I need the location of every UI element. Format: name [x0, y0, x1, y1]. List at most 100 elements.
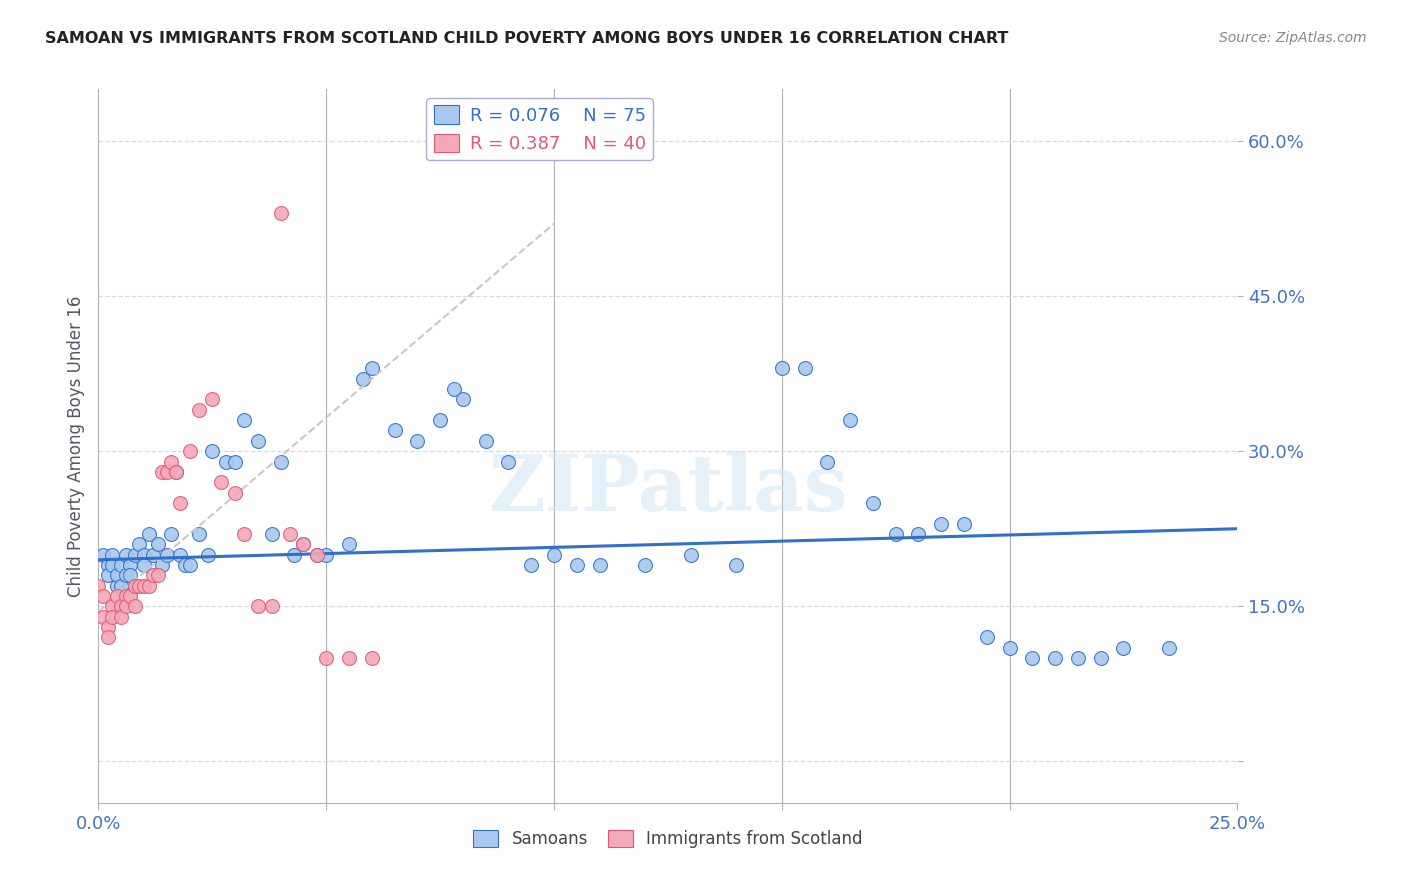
Point: [246, 599, 269, 614]
Point: [174, 558, 197, 572]
Point: [187, 527, 209, 541]
Point: [360, 651, 382, 665]
Point: [498, 454, 520, 468]
Point: [160, 527, 183, 541]
Point: [138, 579, 160, 593]
Point: [179, 558, 201, 572]
Point: [105, 568, 128, 582]
Point: [96, 558, 118, 572]
Point: [260, 527, 283, 541]
Point: [120, 589, 142, 603]
Point: [169, 548, 191, 562]
Point: [197, 548, 219, 562]
Point: [451, 392, 474, 407]
Point: [110, 558, 132, 572]
Point: [233, 413, 256, 427]
Point: [91, 609, 114, 624]
Point: [429, 413, 451, 427]
Point: [307, 548, 329, 562]
Point: [201, 444, 224, 458]
Point: [1021, 651, 1043, 665]
Point: [292, 537, 315, 551]
Point: [246, 434, 269, 448]
Point: [337, 651, 360, 665]
Point: [142, 568, 165, 582]
Point: [292, 537, 315, 551]
Point: [474, 434, 496, 448]
Point: [1090, 651, 1112, 665]
Point: [156, 548, 179, 562]
Point: [907, 527, 929, 541]
Point: [224, 485, 246, 500]
Point: [146, 537, 169, 551]
Point: [101, 548, 124, 562]
Point: [187, 402, 209, 417]
Point: [124, 579, 146, 593]
Point: [976, 630, 998, 644]
Point: [352, 372, 374, 386]
Point: [315, 548, 337, 562]
Point: [520, 558, 543, 572]
Point: [105, 589, 128, 603]
Point: [114, 599, 136, 614]
Point: [101, 558, 124, 572]
Point: [815, 454, 838, 468]
Point: [110, 579, 132, 593]
Point: [634, 558, 657, 572]
Point: [270, 206, 292, 220]
Point: [87, 579, 110, 593]
Point: [124, 579, 146, 593]
Point: [929, 516, 952, 531]
Point: [96, 568, 118, 582]
Point: [315, 651, 337, 665]
Point: [1112, 640, 1135, 655]
Point: [110, 609, 132, 624]
Point: [132, 548, 155, 562]
Point: [770, 361, 793, 376]
Point: [132, 558, 155, 572]
Point: [215, 454, 238, 468]
Point: [169, 496, 191, 510]
Point: [953, 516, 976, 531]
Point: [543, 548, 565, 562]
Point: [793, 361, 815, 376]
Point: [110, 599, 132, 614]
Point: [114, 548, 136, 562]
Point: [91, 548, 114, 562]
Point: [1157, 640, 1180, 655]
Point: [160, 454, 183, 468]
Point: [114, 568, 136, 582]
Point: [278, 527, 301, 541]
Point: [884, 527, 907, 541]
Point: [565, 558, 588, 572]
Point: [128, 537, 150, 551]
Point: [201, 392, 224, 407]
Point: [165, 465, 187, 479]
Text: ZIPatlas: ZIPatlas: [488, 450, 848, 527]
Point: [360, 361, 382, 376]
Point: [233, 527, 256, 541]
Point: [406, 434, 429, 448]
Point: [179, 444, 201, 458]
Point: [1067, 651, 1090, 665]
Point: [114, 589, 136, 603]
Point: [260, 599, 283, 614]
Point: [270, 454, 292, 468]
Point: [283, 548, 305, 562]
Point: [337, 537, 360, 551]
Point: [1043, 651, 1066, 665]
Point: [998, 640, 1021, 655]
Point: [224, 454, 246, 468]
Point: [91, 589, 114, 603]
Y-axis label: Child Poverty Among Boys Under 16: Child Poverty Among Boys Under 16: [66, 295, 84, 597]
Point: [124, 599, 146, 614]
Text: SAMOAN VS IMMIGRANTS FROM SCOTLAND CHILD POVERTY AMONG BOYS UNDER 16 CORRELATION: SAMOAN VS IMMIGRANTS FROM SCOTLAND CHILD…: [45, 31, 1008, 46]
Point: [132, 579, 155, 593]
Point: [124, 548, 146, 562]
Point: [96, 620, 118, 634]
Point: [679, 548, 702, 562]
Point: [588, 558, 610, 572]
Point: [443, 382, 465, 396]
Point: [384, 424, 406, 438]
Point: [105, 579, 128, 593]
